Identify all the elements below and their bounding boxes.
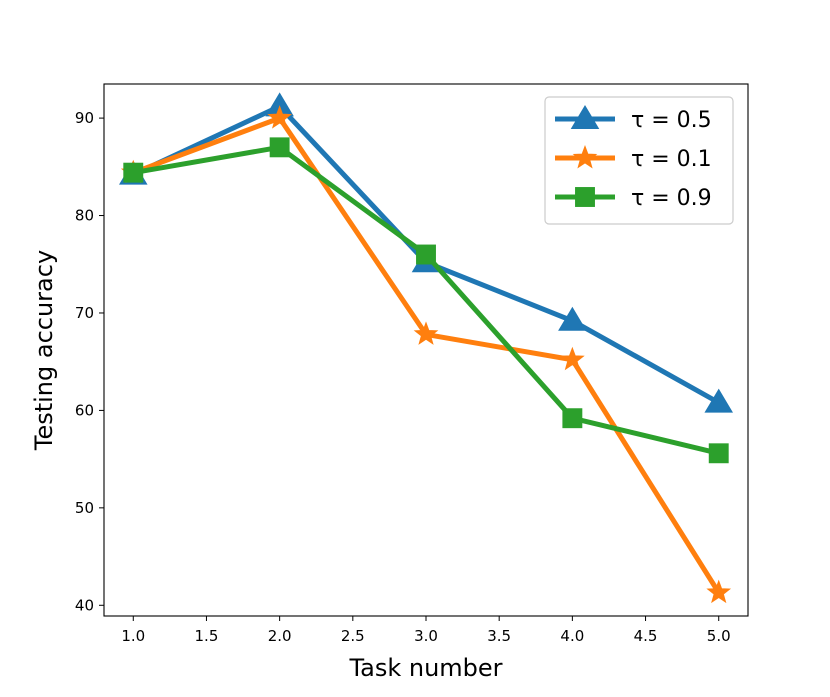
legend-marker-square [575,187,595,207]
data-point-triangle [704,388,734,413]
legend-label: τ = 0.1 [631,147,712,172]
legend-marker-triangle [570,105,600,129]
data-point-square [416,244,436,265]
y-tick-label: 50 [75,499,94,517]
y-axis-label: Testing accuracy [30,250,58,451]
x-tick-label: 2.0 [268,627,292,645]
x-tick-label: 3.5 [487,627,511,645]
data-point-star [560,346,585,371]
data-point-star [413,321,439,345]
y-tick-label: 60 [75,401,94,419]
data-point-square [708,443,729,464]
x-tick-label: 4.5 [634,627,658,645]
plot-layer: 1.0 1.5 2.0 2.5 3.0 3.5 4.0 4.5 5.0 40 50 60 70 80 90 [75,83,749,645]
y-tick-label: 80 [75,207,94,225]
legend-label: τ = 0.9 [631,186,712,211]
x-tick-label: 5.0 [707,627,731,645]
data-point-square [269,137,290,158]
legend-marker-star [572,145,598,169]
y-tick-label: 70 [75,304,94,322]
x-tick-label: 4.0 [560,627,584,645]
data-point-square [123,162,144,183]
legend-label: τ = 0.5 [631,108,712,133]
x-tick-label: 1.5 [195,627,219,645]
legend: τ = 0.5 τ = 0.1 τ = 0.9 [544,96,734,225]
y-tick-label: 40 [75,596,94,614]
x-axis-label: Task number [348,654,502,682]
x-tick-label: 1.0 [121,627,145,645]
data-point-star [706,579,732,604]
data-point-triangle [558,306,587,331]
data-point-square [562,408,583,429]
x-tick-label: 3.0 [414,627,438,645]
y-tick-label: 90 [75,109,94,127]
x-tick-label: 2.5 [341,627,365,645]
data-point-star [267,105,292,129]
